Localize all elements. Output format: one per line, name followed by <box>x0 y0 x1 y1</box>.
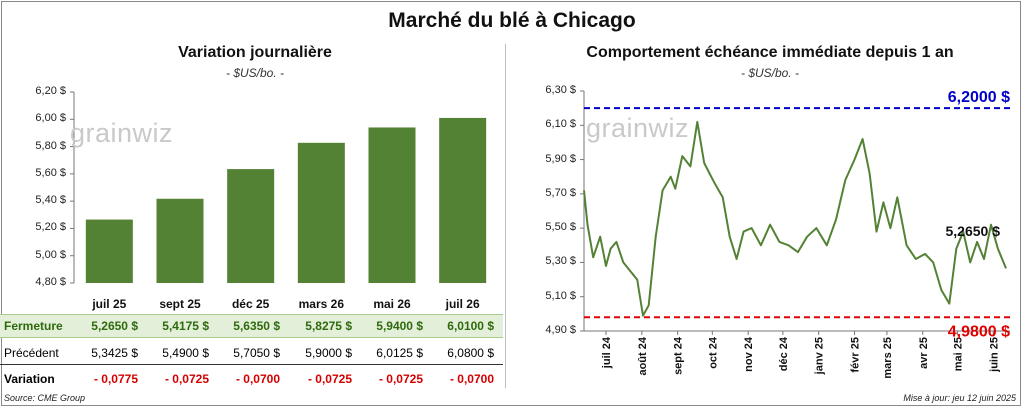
left-x-tick-label: mars 26 <box>298 297 345 311</box>
variation-value: - 0,0775 <box>93 372 138 386</box>
right-y-tick-label: 5,30 $ <box>545 255 576 268</box>
variation-value: - 0,0700 <box>235 372 280 386</box>
last-price-label: 5,2650 $ <box>946 223 1001 239</box>
price-line <box>583 120 1007 317</box>
right-y-tick-label: 5,10 $ <box>545 289 576 302</box>
variation-label: Variation <box>4 372 55 386</box>
right-x-tick-label: juil 24 <box>601 336 613 369</box>
previous-value: 6,0800 $ <box>447 346 494 360</box>
right-x-tick-label: janv 25 <box>814 337 826 375</box>
right-y-tick-label: 5,90 $ <box>545 152 576 165</box>
left-y-tick-label: 5,80 $ <box>35 139 66 152</box>
left-chart-units: - $US/bo. - <box>225 66 285 80</box>
previous-value: 5,3425 $ <box>91 346 138 360</box>
right-chart-title: Comportement échéance immédiate depuis 1… <box>586 44 954 61</box>
closing-value: 5,8275 $ <box>305 319 352 333</box>
left-y-tick-label: 5,40 $ <box>35 194 66 207</box>
right-y-tick-label: 5,50 $ <box>545 221 576 234</box>
previous-label: Précédent <box>4 346 59 360</box>
left-x-tick-label: juil 26 <box>445 297 480 311</box>
right-x-tick-label: avr 25 <box>918 337 930 369</box>
previous-value: 5,4900 $ <box>162 346 209 360</box>
bar <box>368 127 416 283</box>
right-x-tick-label: août 24 <box>637 336 649 375</box>
closing-value: 5,4175 $ <box>162 319 209 333</box>
left-y-tick-label: 5,00 $ <box>35 248 66 261</box>
previous-row: Précédent 5,3425 $ 5,4900 $ 5,7050 $ 5,9… <box>0 342 503 365</box>
left-x-tick-label: juil 25 <box>92 297 127 311</box>
right-y-tick-label: 5,70 $ <box>545 186 576 199</box>
left-y-tick-label: 4,80 $ <box>35 276 66 288</box>
variation-value: - 0,0700 <box>449 372 494 386</box>
closing-value: 5,2650 $ <box>91 319 138 333</box>
closing-row: Fermeture 5,2650 $ 5,4175 $ 5,6350 $ 5,8… <box>0 314 503 338</box>
bar <box>297 142 345 283</box>
right-x-tick-label: mai 25 <box>952 337 964 371</box>
right-logo: grainwiz <box>586 113 690 143</box>
closing-value: 6,0100 $ <box>447 319 494 333</box>
closing-label: Fermeture <box>4 319 63 333</box>
right-x-tick-label: oct 24 <box>707 336 719 369</box>
left-y-tick-label: 5,20 $ <box>35 221 66 234</box>
left-chart-title: Variation journalière <box>178 44 332 61</box>
left-logo: grainwiz <box>70 118 174 148</box>
previous-value: 5,9000 $ <box>305 346 352 360</box>
left-x-tick-label: déc 25 <box>231 297 270 311</box>
right-x-tick-label: déc 24 <box>778 336 790 371</box>
left-y-tick-label: 6,20 $ <box>35 85 66 97</box>
right-chart-units: - $US/bo. - <box>740 66 800 80</box>
right-y-tick-label: 6,10 $ <box>545 118 576 131</box>
panel-divider <box>505 44 506 388</box>
right-x-tick-label: nov 24 <box>743 336 755 372</box>
bar <box>227 169 275 283</box>
previous-value: 5,7050 $ <box>233 346 280 360</box>
right-x-tick-label: mars 25 <box>882 337 894 379</box>
variation-value: - 0,0725 <box>378 372 423 386</box>
high-reference-label: 6,2000 $ <box>948 89 1010 106</box>
variation-value: - 0,0725 <box>307 372 352 386</box>
source-note: Source: CME Group <box>4 393 86 403</box>
left-x-tick-label: mai 26 <box>373 297 411 311</box>
right-x-tick-label: févr 25 <box>850 337 862 372</box>
left-bar-chart <box>70 91 487 284</box>
right-y-tick-label: 6,30 $ <box>545 84 576 96</box>
bar <box>156 198 204 283</box>
previous-value: 6,0125 $ <box>376 346 423 360</box>
left-y-tick-label: 6,00 $ <box>35 112 66 125</box>
closing-value: 5,6350 $ <box>233 319 280 333</box>
left-y-tick-label: 5,60 $ <box>35 166 66 179</box>
update-note: Mise à jour: jeu 12 juin 2025 <box>903 393 1016 403</box>
right-x-tick-label: sept 24 <box>673 336 685 375</box>
variation-row: Variation - 0,0775 - 0,0725 - 0,0700 - 0… <box>0 368 503 390</box>
low-reference-label: 4,9800 $ <box>948 323 1010 340</box>
closing-value: 5,9400 $ <box>376 319 423 333</box>
right-x-tick-label: juin 25 <box>988 337 1000 373</box>
left-x-tick-label: sept 25 <box>159 297 201 311</box>
bar <box>85 219 133 283</box>
right-y-tick-label: 4,90 $ <box>545 324 576 336</box>
variation-value: - 0,0725 <box>164 372 209 386</box>
page-title: Marché du blé à Chicago <box>388 9 636 32</box>
bar <box>439 117 487 284</box>
